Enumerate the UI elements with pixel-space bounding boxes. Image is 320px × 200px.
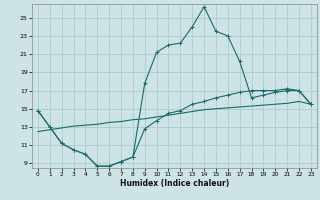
X-axis label: Humidex (Indice chaleur): Humidex (Indice chaleur) [120,179,229,188]
